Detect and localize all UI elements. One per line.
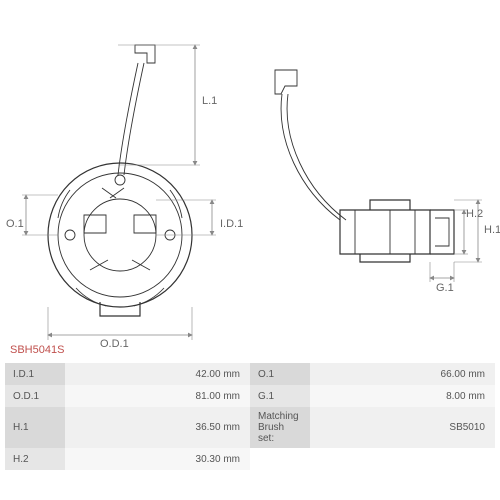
spec-value [310,448,495,470]
part-id: SBH5041S [10,344,64,356]
front-view [22,45,216,340]
side-view [275,70,482,282]
label-g1: G.1 [436,282,454,294]
spec-label: H.2 [5,448,65,470]
spec-label: H.1 [5,407,65,448]
table-row: I.D.142.00 mmO.166.00 mm [5,363,495,385]
label-l1: L.1 [202,95,217,107]
table-row: O.D.181.00 mmG.18.00 mm [5,385,495,407]
spec-label: O.D.1 [5,385,65,407]
table-row: H.230.30 mm [5,448,495,470]
technical-drawing-svg [0,0,500,355]
spec-label: I.D.1 [5,363,65,385]
spec-value: 66.00 mm [310,363,495,385]
spec-table: I.D.142.00 mmO.166.00 mmO.D.181.00 mmG.1… [5,363,495,470]
table-row: H.136.50 mmMatching Brush set:SB5010 [5,407,495,448]
label-h1: H.1 [484,224,500,236]
label-o1: O.1 [6,218,24,230]
spec-table-body: I.D.142.00 mmO.166.00 mmO.D.181.00 mmG.1… [5,363,495,470]
spec-label: O.1 [250,363,310,385]
spec-label [250,448,310,470]
label-h2: H.2 [466,208,483,220]
spec-value: 36.50 mm [65,407,250,448]
label-id1: I.D.1 [220,218,243,230]
diagram-area: L.1 O.1 I.D.1 O.D.1 H.1 H.2 G.1 [0,0,500,355]
spec-value: 30.30 mm [65,448,250,470]
spec-value: 81.00 mm [65,385,250,407]
spec-label: Matching Brush set: [250,407,310,448]
spec-label: G.1 [250,385,310,407]
spec-value: 42.00 mm [65,363,250,385]
label-od1: O.D.1 [100,338,129,350]
spec-value: 8.00 mm [310,385,495,407]
spec-value: SB5010 [310,407,495,448]
